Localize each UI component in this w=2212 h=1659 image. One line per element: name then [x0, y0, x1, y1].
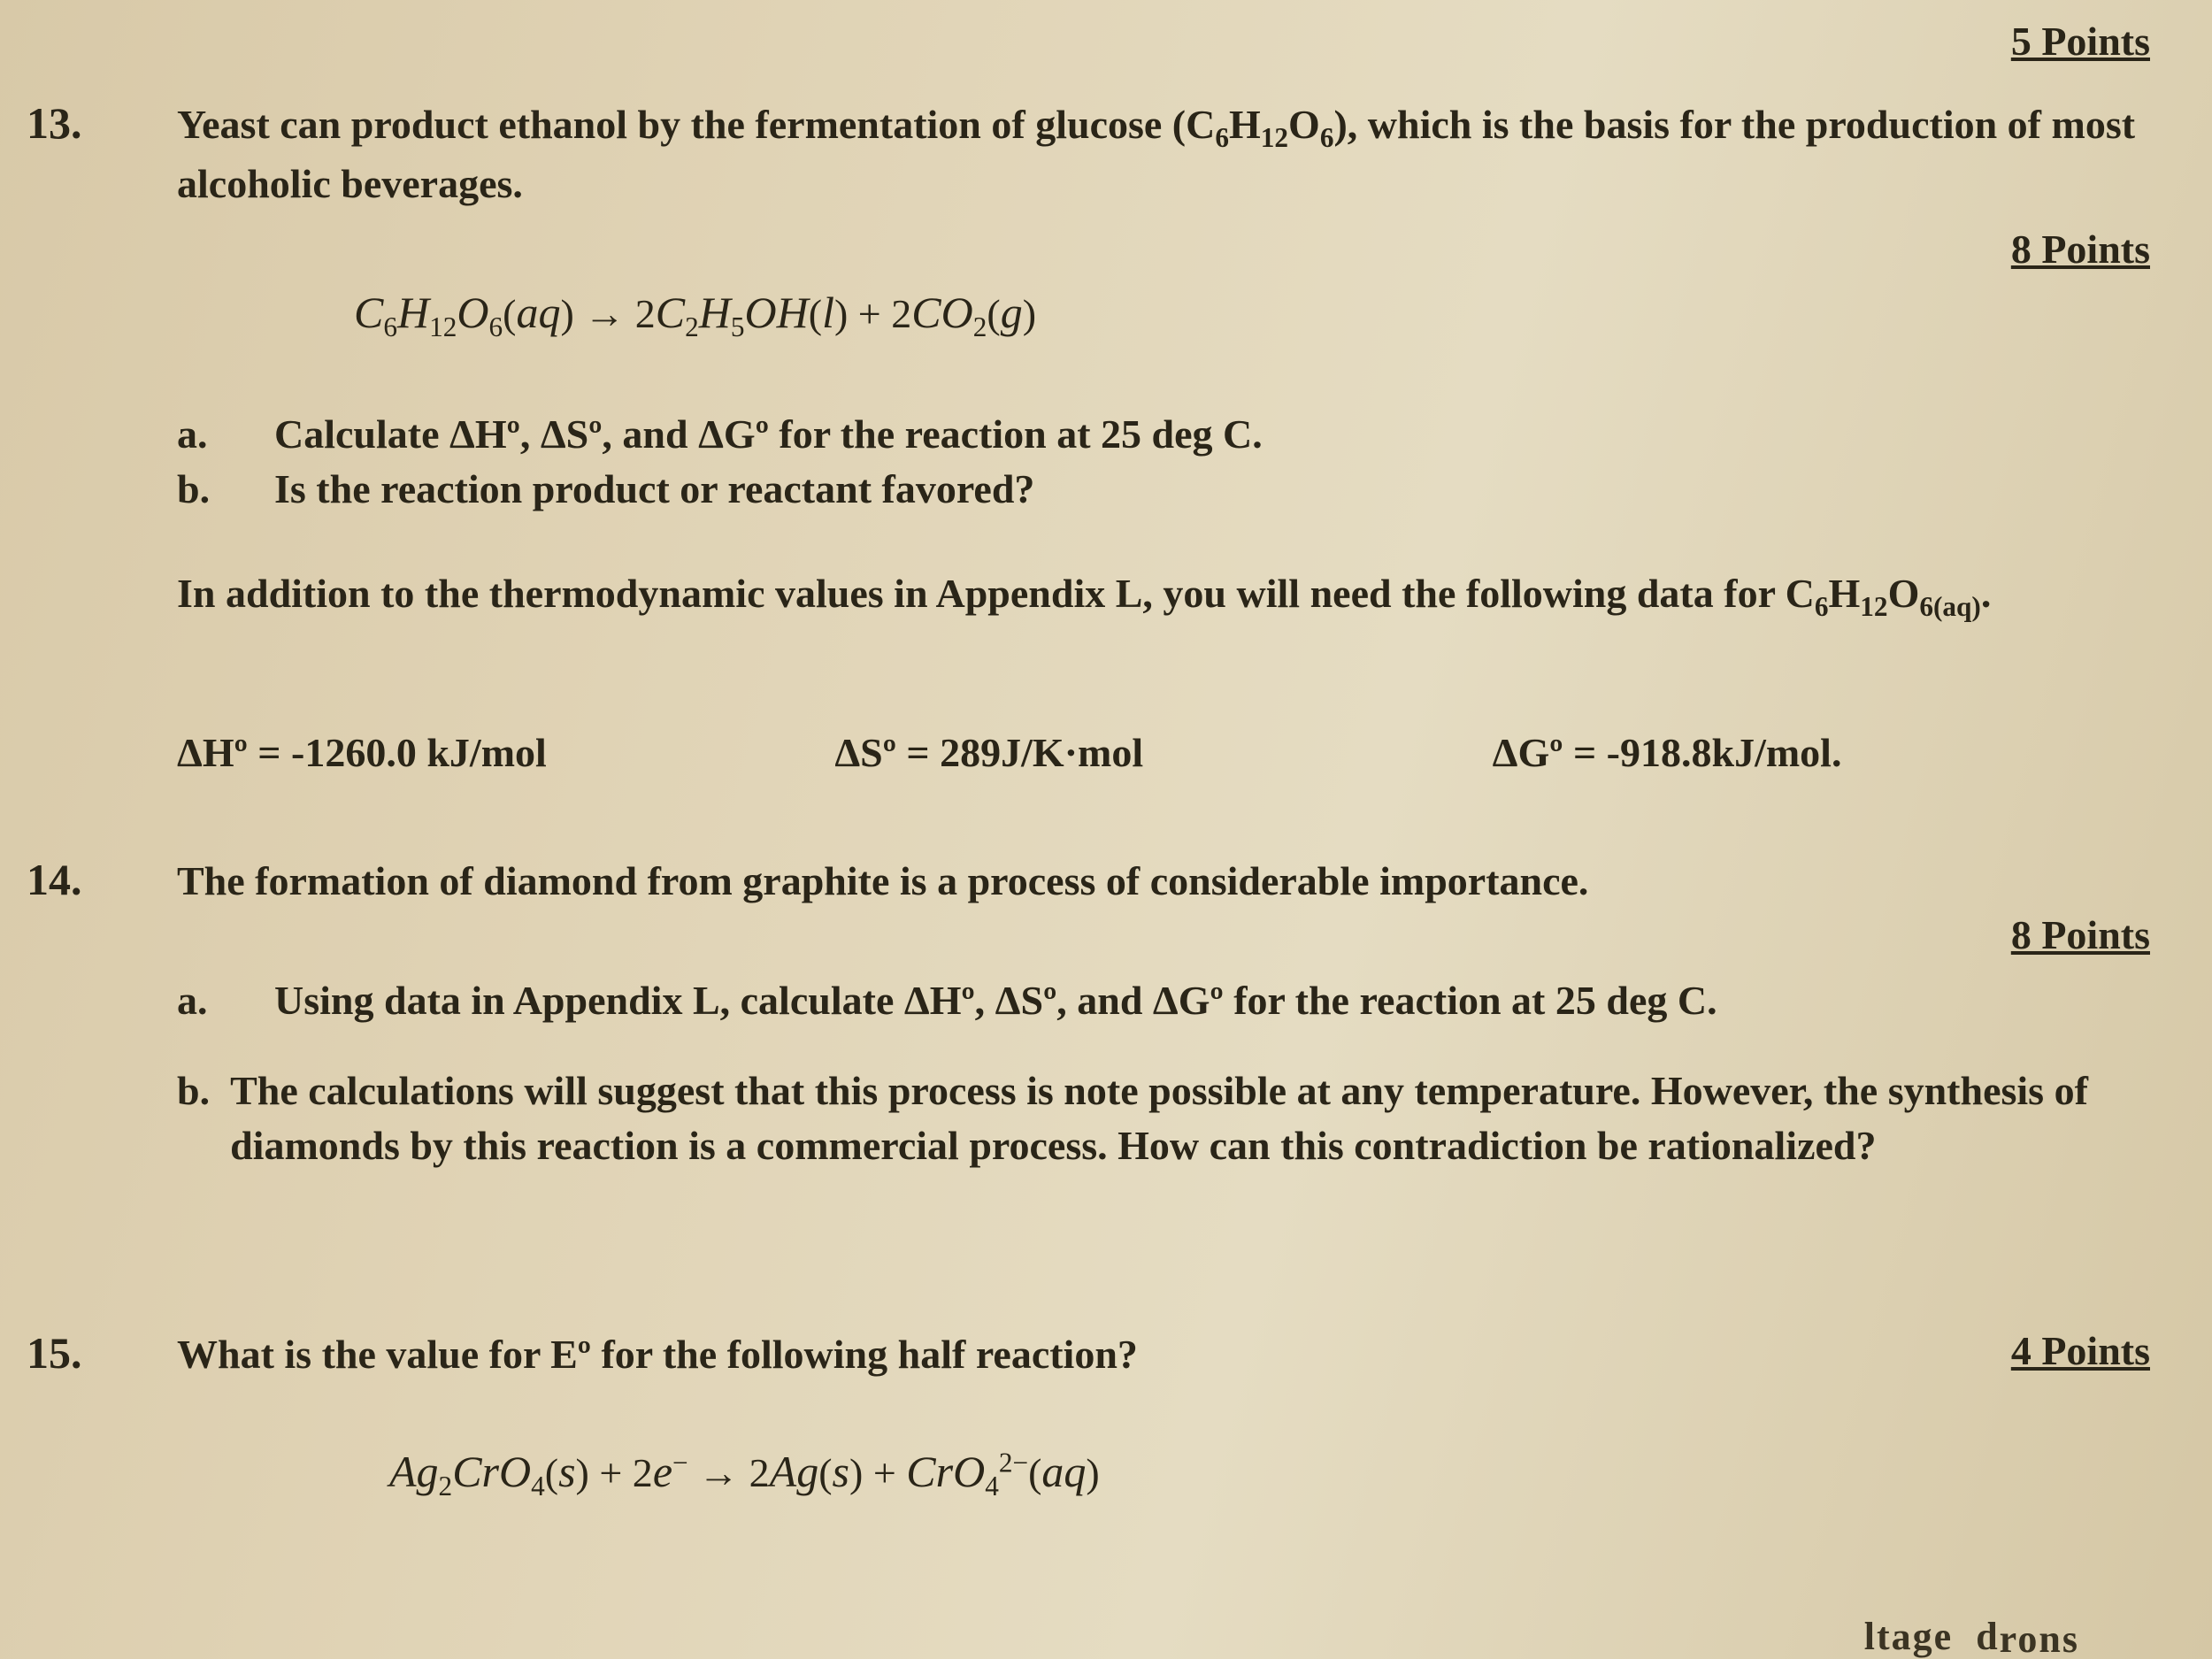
q14-a-text: Using data in Appendix L, calculate ΔHº,… [274, 973, 1717, 1028]
q13-a-label: a. [177, 407, 274, 462]
question-number-13: 13. [27, 97, 82, 149]
q14-a-label: a. [177, 973, 274, 1028]
q13-dH: ΔHº = -1260.0 kJ/mol [177, 726, 834, 780]
points-label-4: 4 Points [2011, 1327, 2150, 1374]
points-label-8a: 8 Points [2011, 226, 2150, 273]
q13-dS: ΔSº = 289J/K·mol [834, 726, 1492, 780]
q15-intro: What is the value for Eº for the followi… [177, 1327, 2150, 1382]
q14-b-label: b. [177, 1064, 230, 1173]
q13-a-text: Calculate ΔHº, ΔSº, and ΔGº for the reac… [274, 407, 1263, 462]
q13-thermo-values: ΔHº = -1260.0 kJ/mol ΔSº = 289J/K·mol ΔG… [177, 726, 2150, 780]
points-label-8b: 8 Points [2011, 911, 2150, 958]
q14-intro: The formation of diamond from graphite i… [177, 854, 2150, 909]
q14-parts: a. Using data in Appendix L, calculate Δ… [177, 973, 2150, 1173]
q13-b-text: Is the reaction product or reactant favo… [274, 462, 1034, 517]
cutoff-text-right: ltage drons [1864, 1614, 2079, 1659]
q13-intro: Yeast can product ethanol by the ferment… [177, 97, 2150, 212]
q13-parts: a. Calculate ΔHº, ΔSº, and ΔGº for the r… [177, 407, 2150, 517]
q13-addendum: In addition to the thermodynamic values … [177, 566, 2150, 626]
question-number-14: 14. [27, 854, 82, 905]
points-label-5: 5 Points [2011, 18, 2150, 65]
q13-b-label: b. [177, 462, 274, 517]
q14-b-text: The calculations will suggest that this … [230, 1064, 2150, 1173]
q13-equation: C6H12O6(aq) → 2C2H5OH(l) + 2CO2(g) [354, 283, 2150, 346]
q13-dG: ΔGº = -918.8kJ/mol. [1493, 726, 2150, 780]
page: 5 Points 13. Yeast can product ethanol b… [0, 0, 2212, 1659]
q15-equation: Ag2CrO4(s) + 2e− → 2Ag(s) + CrO42−(aq) [389, 1442, 2150, 1505]
question-number-15: 15. [27, 1327, 82, 1379]
